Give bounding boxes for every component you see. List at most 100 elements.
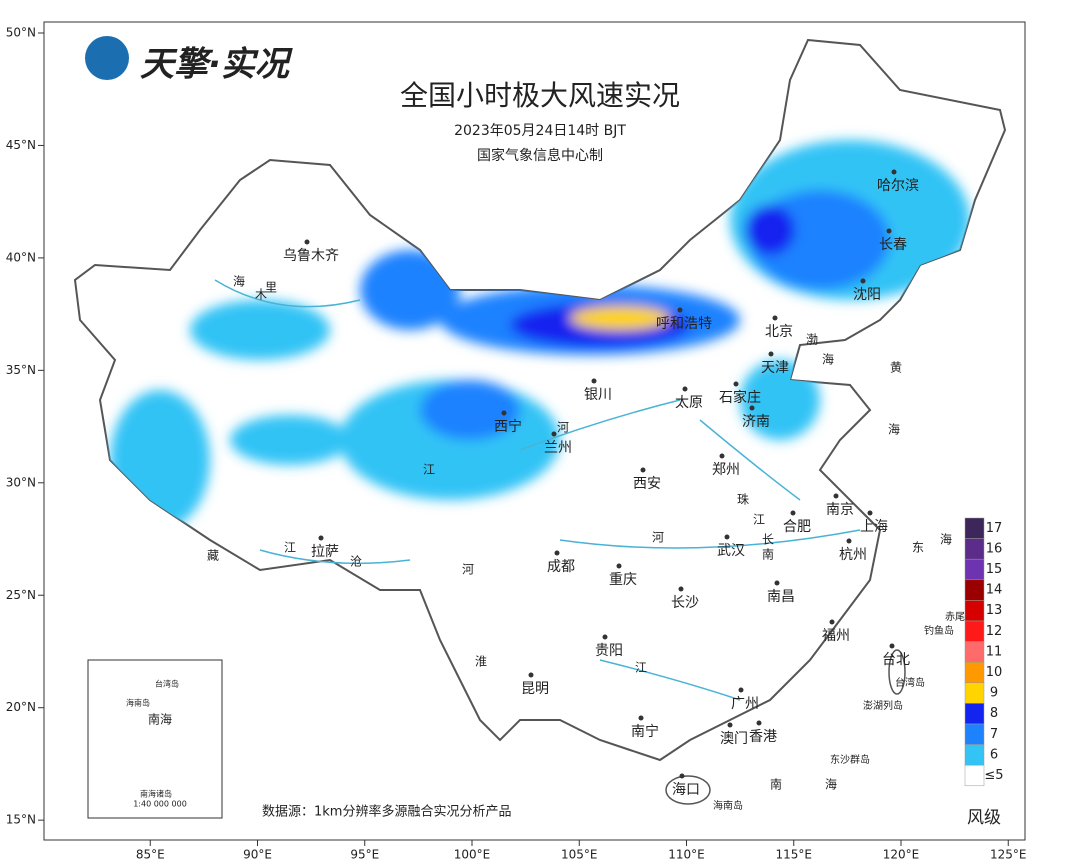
city-dot [833,493,839,499]
inset-label: 南海 [148,712,172,727]
water-label: 海 [940,532,952,547]
water-label: 河 [652,531,664,545]
water-label: 珠 [737,493,749,507]
legend-label: 9 [990,686,998,701]
city-dot [724,534,730,540]
inset-frame [87,659,223,819]
title: 全国小时极大风速实况 [400,79,680,112]
city-label: 石家庄 [719,389,761,406]
city-dot [554,550,560,556]
water-label: 里 [265,281,277,295]
legend-label: 15 [986,562,1003,577]
city-label: 拉萨 [311,544,339,560]
city-dot [638,715,644,721]
city-label: 哈尔滨 [877,178,919,194]
lat-tick-label: 35°N [6,363,36,377]
city-label: 昆明 [521,681,549,697]
island-label: 钓鱼岛 [924,624,954,637]
city-dot [304,239,310,245]
legend-swatch [964,558,985,581]
water-label: 南 [770,777,782,792]
city-dot [768,351,774,357]
legend-label: 7 [990,727,998,742]
city-dot [719,453,725,459]
city-dot [602,634,608,640]
water-label: 渤 [806,333,818,347]
city-dot [749,405,755,411]
city-label: 南京 [826,502,854,518]
water-label: 江 [635,661,647,675]
city-label: 兰州 [544,440,572,456]
inset-label: 南海诸岛 [140,789,172,799]
city-label: 太原 [675,395,703,411]
water-label: 南 [762,547,774,562]
legend-label: 6 [990,747,998,762]
lon-tick-label: 115°E [776,848,813,862]
hainan-outline [665,775,711,805]
lat-tick-label: 25°N [6,588,36,602]
legend-swatch [964,703,985,725]
city-label: 乌鲁木齐 [283,248,339,264]
legend-swatch [964,744,985,766]
city-label: 呼和浩特 [656,316,712,332]
island-label: 东沙群岛 [830,753,870,766]
city-dot [886,228,892,234]
city-dot [829,619,835,625]
city-dot [318,535,324,541]
city-dot [528,672,534,678]
legend-title: 风级 [967,808,1001,828]
city-dot [551,431,557,437]
lon-tick-label: 125°E [990,848,1027,862]
city-label: 郑州 [712,462,740,478]
legend-label: 12 [986,624,1003,639]
inset-label: 台湾岛 [155,679,179,689]
city-dot [772,315,778,321]
water-label: 江 [423,463,435,477]
city-label: 长沙 [671,595,699,611]
city-label: 广州 [731,696,759,712]
city-label: 海口 [672,782,700,798]
city-label: 南宁 [631,723,659,740]
legend-label: 16 [986,541,1003,556]
lat-tick-label: 20°N [6,700,36,714]
city-label: 济南 [742,414,770,430]
water-label: 淮 [475,655,487,669]
city-label: 澳门 [720,731,748,747]
water-label: 木 [255,288,267,302]
city-label: 杭州 [839,547,867,563]
city-dot [727,722,733,728]
legend-swatch [964,641,985,663]
data-source: 数据源：1km分辨率多源融合实况分析产品 [262,804,511,820]
city-label: 天津 [761,360,789,376]
lat-tick-label: 30°N [6,475,36,489]
city-dot [640,467,646,473]
legend-swatch [964,620,985,642]
rivers [214,279,861,701]
legend-swatch [964,764,985,787]
city-label: 台北 [882,652,910,668]
legend-swatch [964,579,985,601]
water-label: 东 [912,541,924,555]
water-label: 江 [753,513,765,527]
city-label: 北京 [765,324,793,340]
water-label: 海 [825,777,837,792]
water-label: 海 [888,422,900,437]
lon-tick-label: 100°E [454,848,491,862]
city-dot [790,510,796,516]
city-dot [733,381,739,387]
taiwan-outline [888,649,906,695]
city-label: 银川 [584,387,612,403]
water-label: 沧 [350,554,362,569]
city-label: 长春 [879,237,907,253]
logo-icon [85,36,129,80]
legend-swatch [964,723,985,745]
legend-swatch [964,682,985,704]
lon-tick-label: 90°E [243,848,272,862]
city-dot [860,278,866,284]
wind-field [110,140,970,530]
legend-swatch [964,538,985,560]
legend-swatch [964,600,985,622]
city-dot [738,687,744,693]
legend-label: ≤5 [984,768,1003,783]
